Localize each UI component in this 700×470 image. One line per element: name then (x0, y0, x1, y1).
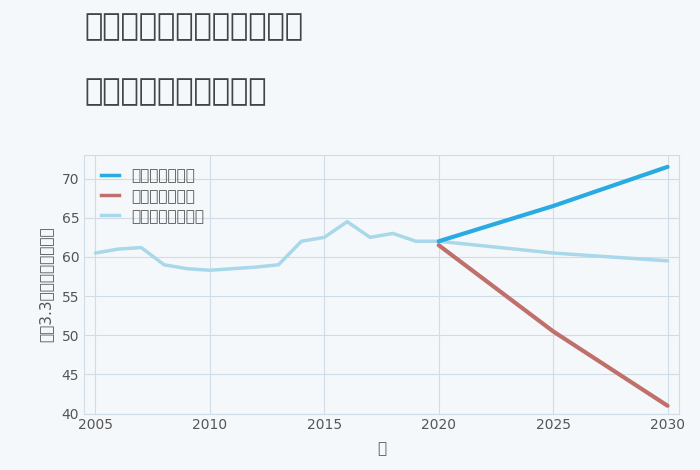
Y-axis label: 坪（3.3㎡）単価（万円）: 坪（3.3㎡）単価（万円） (38, 227, 53, 342)
Text: 中古戸建ての価格推移: 中古戸建ての価格推移 (84, 78, 267, 107)
Legend: グッドシナリオ, バッドシナリオ, ノーマルシナリオ: グッドシナリオ, バッドシナリオ, ノーマルシナリオ (97, 165, 207, 227)
X-axis label: 年: 年 (377, 441, 386, 456)
Text: 三重県四日市市東垂坂町の: 三重県四日市市東垂坂町の (84, 12, 303, 41)
